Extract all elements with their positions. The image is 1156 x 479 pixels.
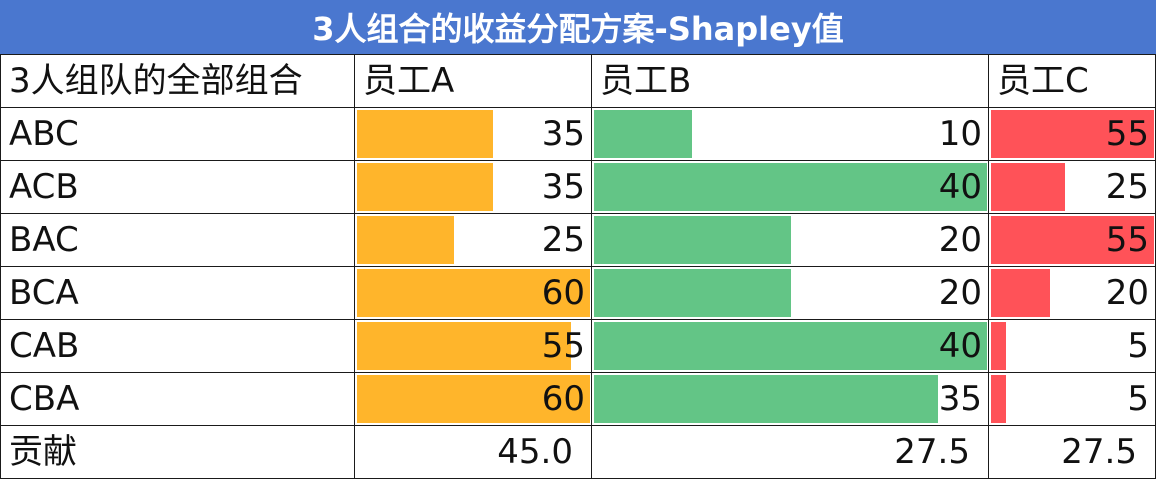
sheet-title: 3人组合的收益分配方案-Shapley值 [0,0,1156,55]
table-row: BAC 25 20 55 [0,213,1156,267]
value-cell[interactable]: 20 [591,213,989,267]
shapley-table: 3人组队的全部组合 员工A 员工B 员工C ABC 35 10 55 ACB 35 40 25… [0,55,1156,479]
data-bar [357,216,455,264]
data-bar [594,322,987,370]
value-cell[interactable]: 40 [591,160,989,214]
data-bar [991,163,1066,211]
cell-value: 40 [938,326,982,366]
table-row: ACB 35 40 25 [0,160,1156,214]
table-row: BCA 60 20 20 [0,266,1156,320]
cell-value: 25 [1105,167,1149,207]
cell-value: 25 [541,220,585,260]
data-bar [991,322,1006,370]
table-row: ABC 35 10 55 [0,107,1156,161]
data-bar [991,110,1154,158]
value-cell[interactable]: 25 [354,213,592,267]
value-cell[interactable]: 20 [591,266,989,320]
contribution-cell[interactable]: 27.5 [591,425,989,479]
data-bar [594,375,938,423]
cell-value: 5 [1127,326,1149,366]
data-bar [357,322,571,370]
row-label[interactable]: ABC [0,107,355,161]
contribution-label[interactable]: 贡献 [0,425,355,479]
value-cell[interactable]: 60 [354,266,592,320]
cell-value: 5 [1127,379,1149,419]
cell-value: 60 [541,379,585,419]
data-bar [991,375,1006,423]
cell-value: 10 [938,114,982,154]
data-bar [357,375,590,423]
header-employee-a[interactable]: 员工A [354,55,592,108]
row-label[interactable]: BAC [0,213,355,267]
row-label[interactable]: ACB [0,160,355,214]
header-row: 3人组队的全部组合 员工A 员工B 员工C [0,55,1156,108]
cell-value: 55 [1105,220,1149,260]
contribution-value: 27.5 [1061,432,1137,472]
table-row: CBA 60 35 5 [0,372,1156,426]
header-combos[interactable]: 3人组队的全部组合 [0,55,355,108]
data-bar [357,110,493,158]
contribution-value: 27.5 [894,432,970,472]
value-cell[interactable]: 35 [591,372,989,426]
header-employee-c[interactable]: 员工C [988,55,1156,108]
cell-value: 55 [1105,114,1149,154]
data-bar [991,269,1051,317]
row-label[interactable]: CAB [0,319,355,373]
value-cell[interactable]: 55 [988,107,1156,161]
table-row: CAB 55 40 5 [0,319,1156,373]
data-bar [357,163,493,211]
cell-value: 20 [1105,273,1149,313]
data-bar [594,216,791,264]
value-cell[interactable]: 5 [988,372,1156,426]
value-cell[interactable]: 35 [354,160,592,214]
cell-value: 35 [541,167,585,207]
contribution-cell[interactable]: 45.0 [354,425,592,479]
data-bar [594,110,693,158]
cell-value: 55 [541,326,585,366]
cell-value: 60 [541,273,585,313]
data-bar [991,216,1154,264]
cell-value: 35 [938,379,982,419]
row-label[interactable]: CBA [0,372,355,426]
value-cell[interactable]: 55 [988,213,1156,267]
value-cell[interactable]: 10 [591,107,989,161]
value-cell[interactable]: 40 [591,319,989,373]
data-bar [357,269,590,317]
cell-value: 35 [541,114,585,154]
cell-value: 20 [938,273,982,313]
value-cell[interactable]: 55 [354,319,592,373]
row-label[interactable]: BCA [0,266,355,320]
cell-value: 40 [938,167,982,207]
header-employee-b[interactable]: 员工B [591,55,989,108]
cell-value: 20 [938,220,982,260]
data-bar [594,163,987,211]
value-cell[interactable]: 5 [988,319,1156,373]
value-cell[interactable]: 25 [988,160,1156,214]
contribution-row: 贡献 45.0 27.5 27.5 [0,425,1156,479]
contribution-cell[interactable]: 27.5 [988,425,1156,479]
value-cell[interactable]: 35 [354,107,592,161]
value-cell[interactable]: 60 [354,372,592,426]
value-cell[interactable]: 20 [988,266,1156,320]
data-bar [594,269,791,317]
contribution-value: 45.0 [497,432,573,472]
